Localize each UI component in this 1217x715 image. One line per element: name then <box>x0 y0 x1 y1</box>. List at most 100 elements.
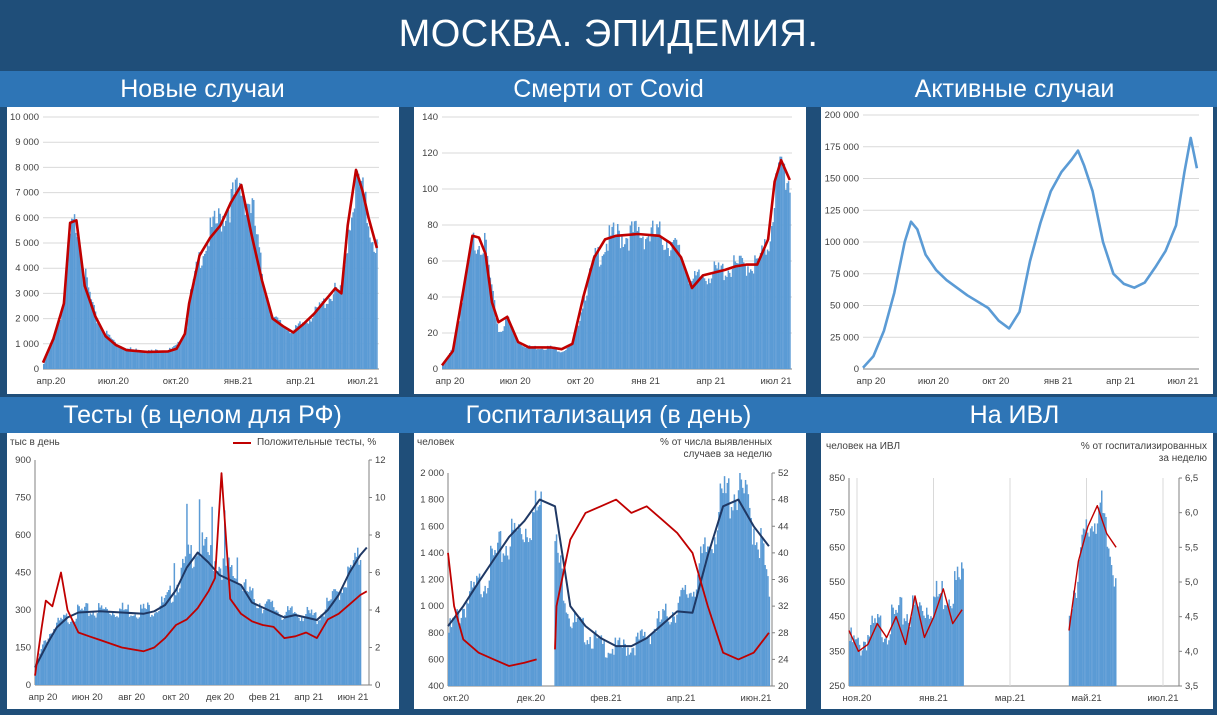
bar <box>358 173 360 369</box>
bar <box>57 324 59 369</box>
bar <box>268 599 271 685</box>
bar <box>621 647 624 686</box>
bar <box>576 322 578 369</box>
bar <box>348 229 350 369</box>
tests-legend-label: Положительные тесты, % <box>257 437 377 448</box>
bar <box>351 568 353 685</box>
bar <box>463 608 465 686</box>
bar <box>49 634 51 685</box>
bar <box>663 610 666 686</box>
bar <box>92 302 94 369</box>
bar <box>673 616 675 686</box>
bar <box>289 333 291 369</box>
bar <box>548 347 550 369</box>
bar <box>951 608 953 686</box>
bar <box>599 636 601 686</box>
bar <box>716 530 719 686</box>
bar <box>665 603 667 686</box>
bar <box>44 359 46 369</box>
bar <box>647 235 650 369</box>
bar <box>750 517 752 686</box>
bar <box>736 262 738 369</box>
bar <box>125 350 128 369</box>
bar <box>51 635 54 685</box>
bar <box>470 580 472 686</box>
bar <box>254 225 256 369</box>
bar <box>340 589 342 685</box>
bar <box>93 615 96 685</box>
x-tick-label: июл.21 <box>348 376 379 387</box>
bar <box>655 631 657 686</box>
bar <box>471 240 473 369</box>
bar <box>557 552 559 686</box>
bar <box>121 347 123 369</box>
bar <box>171 347 174 369</box>
bar <box>684 267 686 369</box>
bar <box>633 221 636 369</box>
bar <box>157 352 160 369</box>
bar <box>228 557 230 685</box>
bar <box>745 275 748 369</box>
bar <box>189 553 191 685</box>
bar <box>631 648 633 686</box>
bar <box>750 269 752 369</box>
hosp-left-caption: человек <box>417 437 455 448</box>
bar <box>931 617 934 686</box>
bar <box>220 231 223 369</box>
bar <box>245 579 247 685</box>
bar <box>776 173 779 369</box>
bar <box>530 347 532 369</box>
bar <box>113 614 115 685</box>
bar <box>55 331 58 369</box>
bar <box>562 600 565 686</box>
bar <box>100 326 102 369</box>
bar <box>669 624 671 686</box>
bar <box>1106 546 1109 686</box>
active-line <box>862 136 1199 369</box>
bar <box>102 608 104 685</box>
y-tick-label: 80 <box>427 220 438 231</box>
bar <box>507 316 510 369</box>
bar <box>200 557 202 685</box>
bar <box>246 203 248 369</box>
bar <box>89 613 92 685</box>
bar <box>295 325 297 369</box>
bar <box>952 603 955 686</box>
bar <box>528 345 531 369</box>
bar <box>451 348 454 369</box>
bar <box>884 638 886 686</box>
bar <box>938 593 941 686</box>
bar <box>664 249 667 369</box>
bar <box>88 616 90 685</box>
bar <box>237 189 240 369</box>
bar <box>341 286 343 369</box>
bar <box>106 608 108 685</box>
bar <box>533 512 535 686</box>
bar <box>649 644 652 686</box>
bar <box>197 554 199 685</box>
y-tick-label: 1 800 <box>420 495 444 506</box>
bar <box>274 316 276 369</box>
bar <box>1089 528 1092 686</box>
bar <box>1109 556 1111 686</box>
bar <box>135 348 137 369</box>
bar <box>709 283 711 369</box>
bar <box>151 614 153 685</box>
bar <box>211 506 213 685</box>
bar <box>330 599 332 685</box>
bar <box>747 494 750 686</box>
bar <box>583 642 586 686</box>
bar <box>583 297 585 369</box>
bar <box>642 236 644 369</box>
bar <box>262 285 265 369</box>
bar <box>545 349 548 369</box>
bar <box>615 235 618 369</box>
bar <box>253 199 255 369</box>
bar <box>89 291 91 369</box>
bar <box>509 546 512 686</box>
y-tick-label: 750 <box>15 493 31 504</box>
bar <box>462 608 464 686</box>
bar <box>537 506 540 686</box>
y-tick-label: 350 <box>829 646 845 657</box>
bar <box>105 607 107 685</box>
